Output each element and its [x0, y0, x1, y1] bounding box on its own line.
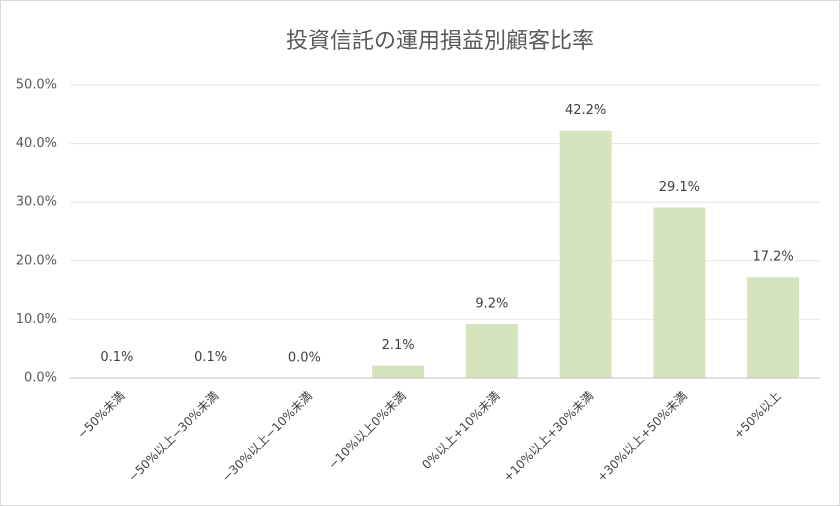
bar	[372, 365, 425, 378]
y-tick-label: 50.0%	[16, 78, 57, 93]
value-label: 0.1%	[194, 350, 227, 365]
y-tick-label: 40.0%	[16, 136, 57, 151]
value-label: 9.2%	[475, 297, 508, 312]
bar	[559, 130, 612, 378]
y-tick-label: 20.0%	[16, 253, 57, 268]
bar	[747, 277, 800, 378]
value-label: 2.1%	[382, 338, 415, 353]
value-label: 17.2%	[752, 250, 793, 265]
y-tick-label: 10.0%	[16, 312, 57, 327]
bar	[465, 324, 518, 378]
bar	[653, 207, 706, 378]
value-label: 0.0%	[288, 351, 321, 366]
y-tick-label: 30.0%	[16, 195, 57, 210]
value-label: 29.1%	[659, 180, 700, 195]
chart-title: 投資信託の運用損益別顧客比率	[286, 29, 594, 54]
value-label: 0.1%	[100, 350, 133, 365]
y-tick-label: 0.0%	[24, 371, 57, 386]
value-label: 42.2%	[565, 103, 606, 118]
